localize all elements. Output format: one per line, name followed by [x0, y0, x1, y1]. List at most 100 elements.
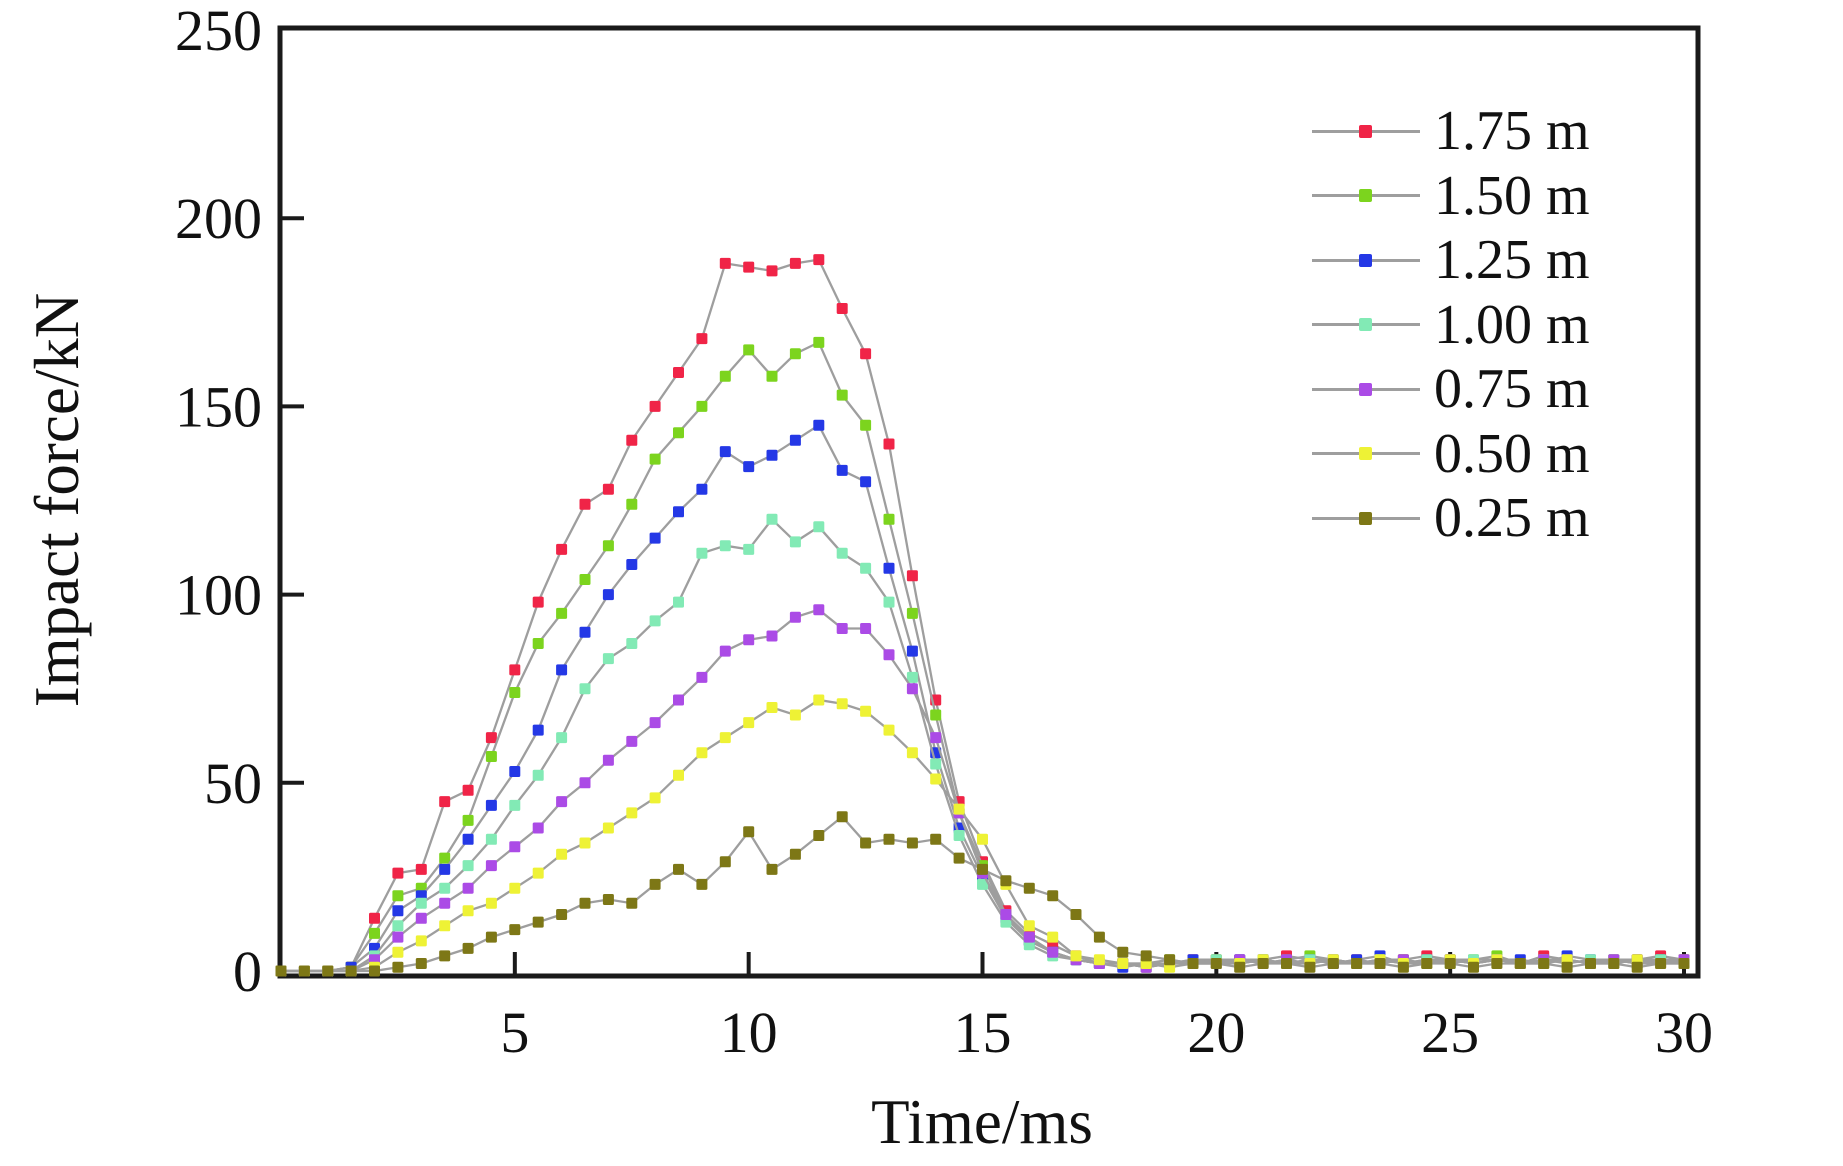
- data-point-marker: [1561, 961, 1573, 973]
- data-point-marker: [509, 924, 521, 936]
- legend-item: 1.75 m: [1312, 99, 1590, 164]
- data-point-marker: [766, 370, 778, 382]
- data-point-marker: [532, 724, 544, 736]
- data-point-marker: [1608, 958, 1620, 969]
- data-point-marker: [649, 878, 661, 890]
- data-point-marker: [836, 623, 848, 634]
- data-point-marker: [673, 863, 684, 875]
- data-point-marker: [673, 506, 684, 518]
- data-point-marker: [1444, 958, 1456, 969]
- legend-item: 1.00 m: [1312, 293, 1590, 358]
- data-point-marker: [602, 653, 614, 665]
- data-point-marker: [649, 792, 661, 804]
- data-point-marker: [906, 747, 918, 759]
- data-point-marker: [462, 905, 474, 917]
- data-point-marker: [719, 540, 731, 552]
- data-point-marker: [1047, 931, 1059, 943]
- series-0.75m: [275, 604, 1690, 977]
- data-point-marker: [439, 950, 451, 962]
- data-point-marker: [532, 822, 544, 834]
- data-point-marker: [813, 419, 825, 431]
- data-point-marker: [462, 784, 474, 796]
- data-point-marker: [860, 705, 872, 717]
- data-point-marker: [906, 671, 918, 683]
- data-point-marker: [415, 935, 427, 947]
- tick-label: 25: [1421, 1000, 1479, 1065]
- legend-item: 0.25 m: [1312, 486, 1590, 551]
- data-point-marker: [673, 694, 684, 706]
- data-point-marker: [579, 837, 591, 849]
- data-point-marker: [696, 671, 708, 683]
- data-point-marker: [509, 766, 521, 777]
- data-point-marker: [602, 483, 614, 495]
- data-point-marker: [602, 754, 614, 766]
- data-point-marker: [626, 735, 638, 747]
- data-point-marker: [1351, 958, 1363, 969]
- data-point-marker: [415, 897, 427, 909]
- data-point-marker: [1374, 958, 1386, 969]
- data-point-marker: [836, 389, 848, 401]
- data-point-marker: [532, 867, 544, 879]
- x-axis-title: Time/ms: [871, 1087, 1093, 1157]
- legend-item: 1.50 m: [1312, 164, 1590, 229]
- y-axis-title: Impact force/kN: [22, 293, 92, 708]
- data-point-marker: [509, 841, 521, 853]
- data-point-marker: [649, 453, 661, 465]
- data-point-marker: [1655, 958, 1667, 969]
- data-point-marker: [813, 254, 825, 266]
- data-point-marker: [743, 344, 755, 356]
- data-point-marker: [439, 852, 451, 864]
- data-point-marker: [649, 717, 661, 729]
- data-point-marker: [462, 882, 474, 894]
- data-point-marker: [719, 856, 731, 868]
- legend-label: 1.50 m: [1434, 164, 1590, 227]
- data-point-marker: [977, 878, 988, 890]
- data-point-marker: [1585, 958, 1596, 969]
- data-point-marker: [836, 464, 848, 476]
- data-point-marker: [649, 532, 661, 544]
- data-point-marker: [789, 709, 801, 721]
- data-point-marker: [883, 649, 895, 661]
- data-point-marker: [345, 965, 357, 977]
- data-point-marker: [579, 777, 591, 789]
- data-point-marker: [906, 607, 918, 619]
- data-point-marker: [485, 833, 497, 845]
- data-point-marker: [719, 370, 731, 382]
- data-point-marker: [485, 799, 497, 811]
- data-point-marker: [766, 449, 778, 461]
- data-point-marker: [977, 863, 988, 875]
- data-point-marker: [1304, 961, 1316, 973]
- data-point-marker: [743, 261, 755, 273]
- data-point-marker: [743, 634, 755, 646]
- data-point-marker: [1257, 958, 1269, 969]
- data-point-marker: [532, 596, 544, 608]
- data-point-marker: [743, 717, 755, 729]
- data-point-marker: [626, 559, 638, 570]
- data-point-marker: [1210, 958, 1222, 969]
- data-point-marker: [392, 890, 404, 902]
- data-point-marker: [532, 916, 544, 928]
- data-point-marker: [860, 419, 872, 431]
- legend-label: 1.00 m: [1434, 293, 1590, 356]
- data-point-marker: [579, 626, 591, 638]
- legend-item: 0.75 m: [1312, 357, 1590, 422]
- legend-marker-0.50m: [1312, 445, 1420, 463]
- data-point-marker: [883, 513, 895, 525]
- data-point-marker: [602, 540, 614, 552]
- data-point-marker: [906, 837, 918, 849]
- data-point-marker: [579, 897, 591, 909]
- data-point-marker: [556, 664, 568, 676]
- legend-item: 1.25 m: [1312, 228, 1590, 293]
- tick-label: 250: [175, 0, 262, 63]
- data-point-marker: [1631, 961, 1643, 973]
- data-point-marker: [369, 912, 380, 924]
- data-point-marker: [719, 645, 731, 657]
- data-point-marker: [1023, 882, 1035, 894]
- data-point-marker: [743, 543, 755, 555]
- legend-marker-0.25m: [1312, 509, 1420, 527]
- legend-item: 0.50 m: [1312, 422, 1590, 487]
- legend-marker-0.75m: [1312, 380, 1420, 398]
- data-point-marker: [1070, 950, 1082, 962]
- series-line: [281, 608, 1685, 973]
